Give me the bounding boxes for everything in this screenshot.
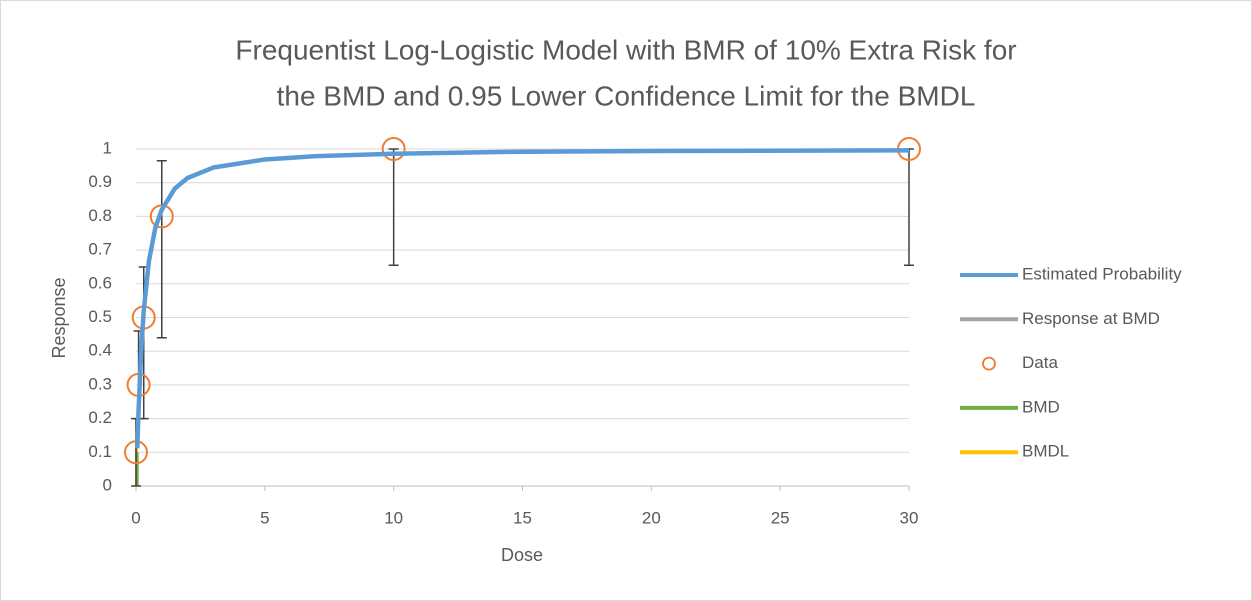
x-tick-label: 20 [642,508,661,527]
error-bar [156,160,167,339]
y-axis-title: Response [49,277,69,358]
y-tick-label: 0 [103,475,112,494]
x-axis-title: Dose [501,545,543,565]
x-tick-label: 25 [771,508,790,527]
legend-marker [982,356,996,371]
error-bar [388,148,399,267]
y-tick-label: 0.2 [88,408,112,427]
y-tick-label: 1 [103,138,112,157]
legend-label: Response at BMD [1022,309,1160,328]
y-tick-label: 0.6 [88,273,112,292]
legend-label: BMD [1022,397,1060,416]
series-line [135,148,910,449]
y-tick-label: 0.8 [88,206,112,225]
x-tick-label: 30 [900,508,919,527]
legend-label: Data [1022,353,1058,372]
chart-title: Frequentist Log-Logistic Model with BMR … [235,34,1016,65]
y-tick-label: 0.3 [88,374,112,393]
y-tick-label: 0.5 [88,307,112,326]
data-point [381,137,406,161]
y-tick-label: 0.4 [88,341,112,360]
y-tick-label: 0.1 [88,442,112,461]
x-tick-label: 0 [131,508,140,527]
legend-label: Estimated Probability [1022,264,1182,283]
y-tick-label: 0.9 [88,172,112,191]
legend-label: BMDL [1022,442,1069,461]
x-tick-label: 10 [384,508,403,527]
x-tick-label: 15 [513,508,532,527]
y-tick-label: 0.7 [88,240,112,259]
chart-title: the BMD and 0.95 Lower Confidence Limit … [277,80,976,111]
x-tick-label: 5 [260,508,269,527]
